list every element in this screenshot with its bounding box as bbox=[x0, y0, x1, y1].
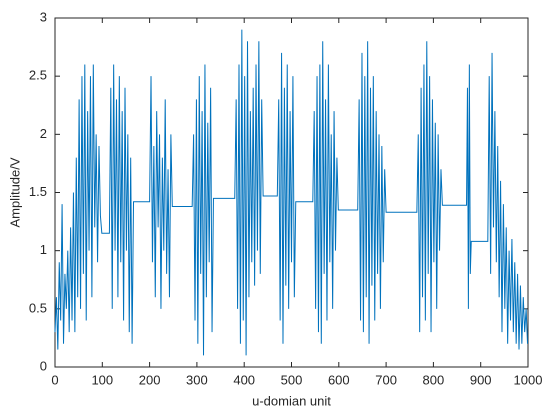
x-tick-label: 100 bbox=[91, 372, 113, 387]
x-tick-label: 1000 bbox=[514, 372, 543, 387]
y-tick-label: 0 bbox=[40, 358, 47, 373]
y-tick-label: 3 bbox=[40, 9, 47, 24]
y-tick-label: 2 bbox=[40, 126, 47, 141]
signal-line bbox=[54, 29, 529, 356]
x-tick-label: 400 bbox=[233, 372, 255, 387]
y-tick-label: 2.5 bbox=[29, 68, 47, 83]
x-tick-label: 900 bbox=[470, 372, 492, 387]
x-tick-label: 500 bbox=[281, 372, 303, 387]
plot-frame bbox=[54, 17, 529, 368]
x-tick-label: 0 bbox=[51, 372, 58, 387]
x-tick-label: 800 bbox=[423, 372, 445, 387]
x-tick-label: 600 bbox=[328, 372, 350, 387]
x-tick-label: 700 bbox=[375, 372, 397, 387]
y-tick-label: 0.5 bbox=[29, 300, 47, 315]
x-axis-label: u-domian unit bbox=[252, 393, 331, 408]
y-tick-label: 1.5 bbox=[29, 184, 47, 199]
x-tick-label: 200 bbox=[139, 372, 161, 387]
y-tick-label: 1 bbox=[40, 242, 47, 257]
x-tick-label: 300 bbox=[186, 372, 208, 387]
y-axis-label: Amplitude/V bbox=[7, 157, 22, 227]
